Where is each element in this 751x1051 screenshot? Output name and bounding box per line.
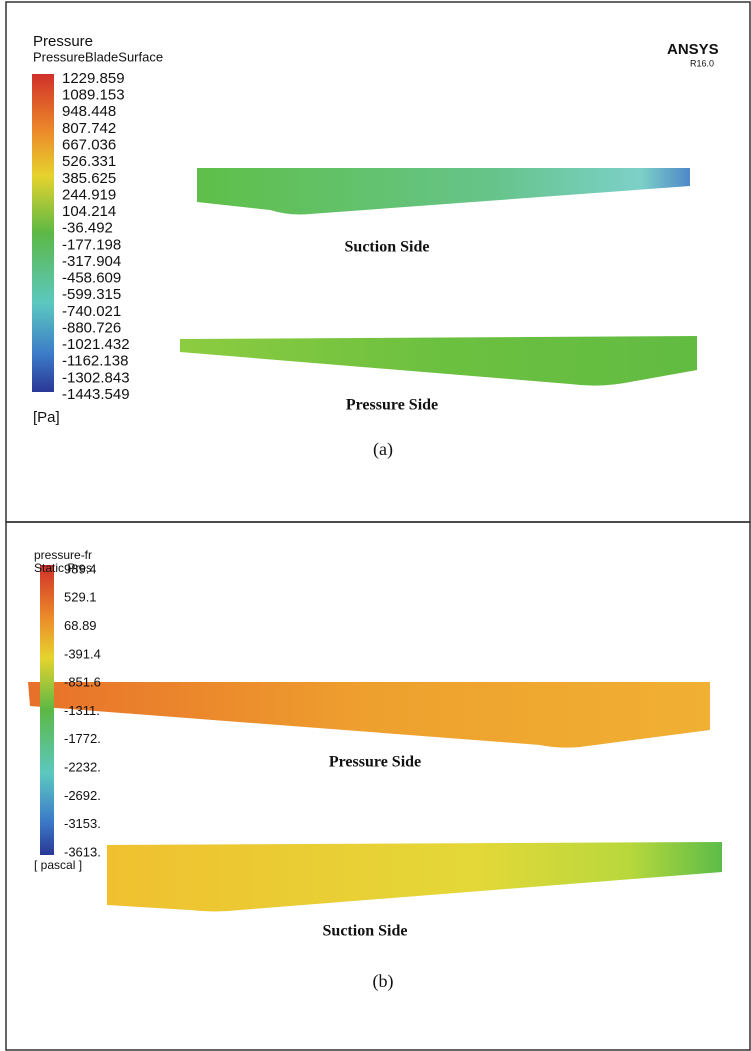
legend-title: Pressure bbox=[33, 33, 93, 50]
legend-tick-label: -458.609 bbox=[62, 270, 121, 287]
legend-tick-label: -880.726 bbox=[62, 319, 121, 336]
legend-tick-label: 1089.153 bbox=[62, 87, 125, 104]
legend-unit: [ pascal ] bbox=[34, 858, 82, 872]
blade-contour bbox=[180, 336, 697, 386]
legend-tick-label: -3153. bbox=[64, 816, 101, 831]
legend-tick-label: 667.036 bbox=[62, 136, 116, 153]
legend-tick-label: -317.904 bbox=[62, 253, 121, 270]
legend-tick-label: 526.331 bbox=[62, 153, 116, 170]
legend-tick-label: -177.198 bbox=[62, 236, 121, 253]
legend-tick-label: -2232. bbox=[64, 760, 101, 775]
legend-tick-label: 989.4 bbox=[64, 561, 97, 576]
legend-ticks: 1229.8591089.153948.448807.742667.036526… bbox=[62, 70, 130, 403]
figure: Pressure PressureBladeSurface 1229.85910… bbox=[0, 0, 751, 1051]
legend-tick-label: -391.4 bbox=[64, 646, 101, 661]
legend-tick-label: -851.6 bbox=[64, 675, 101, 690]
legend-tick-label: -36.492 bbox=[62, 220, 113, 237]
legend-tick-label: -1021.432 bbox=[62, 336, 130, 353]
logo: ANSYS bbox=[667, 41, 719, 58]
caption: (b) bbox=[373, 971, 394, 992]
legend-tick-label: 529.1 bbox=[64, 590, 97, 605]
legend-tick-label: 948.448 bbox=[62, 103, 116, 120]
blade-contour bbox=[28, 682, 710, 748]
blade-label: Pressure Side bbox=[329, 754, 421, 771]
legend-tick-label: 104.214 bbox=[62, 203, 116, 220]
legend-unit: [Pa] bbox=[33, 409, 60, 426]
legend-tick-label: 385.625 bbox=[62, 170, 116, 187]
legend-title: pressure-fr bbox=[34, 548, 92, 562]
legend-ticks: 989.4 529.1 68.89 -391.4 -851.6 -1311. -1772. -… bbox=[64, 561, 101, 859]
colorbar bbox=[40, 565, 54, 855]
page: { "panel_a": { "legend_title": "Pressure… bbox=[0, 0, 751, 1051]
colorbar bbox=[32, 74, 54, 392]
legend-tick-label: -740.021 bbox=[62, 303, 121, 320]
blade-label: Pressure Side bbox=[346, 397, 438, 414]
legend-tick-label: -2692. bbox=[64, 788, 101, 803]
caption: (a) bbox=[373, 439, 393, 460]
legend-tick-label: 244.919 bbox=[62, 186, 116, 203]
legend-tick-label: -1302.843 bbox=[62, 369, 130, 386]
version: R16.0 bbox=[690, 58, 714, 68]
legend-subtitle: PressureBladeSurface bbox=[33, 49, 163, 64]
legend-tick-label: -1772. bbox=[64, 731, 101, 746]
legend-tick-label: -1311. bbox=[64, 703, 100, 718]
legend-tick-label: 807.742 bbox=[62, 120, 116, 137]
blade-label: Suction Side bbox=[323, 923, 408, 940]
legend-tick-label: 68.89 bbox=[64, 618, 97, 633]
blade-contour bbox=[107, 842, 722, 912]
legend-tick-label: -599.315 bbox=[62, 286, 121, 303]
legend-tick-label: 1229.859 bbox=[62, 70, 125, 87]
blade-label: Suction Side bbox=[345, 239, 430, 256]
legend-tick-label: -1162.138 bbox=[62, 353, 128, 370]
legend-tick-label: -1443.549 bbox=[62, 386, 130, 403]
blade-contour bbox=[197, 168, 690, 215]
